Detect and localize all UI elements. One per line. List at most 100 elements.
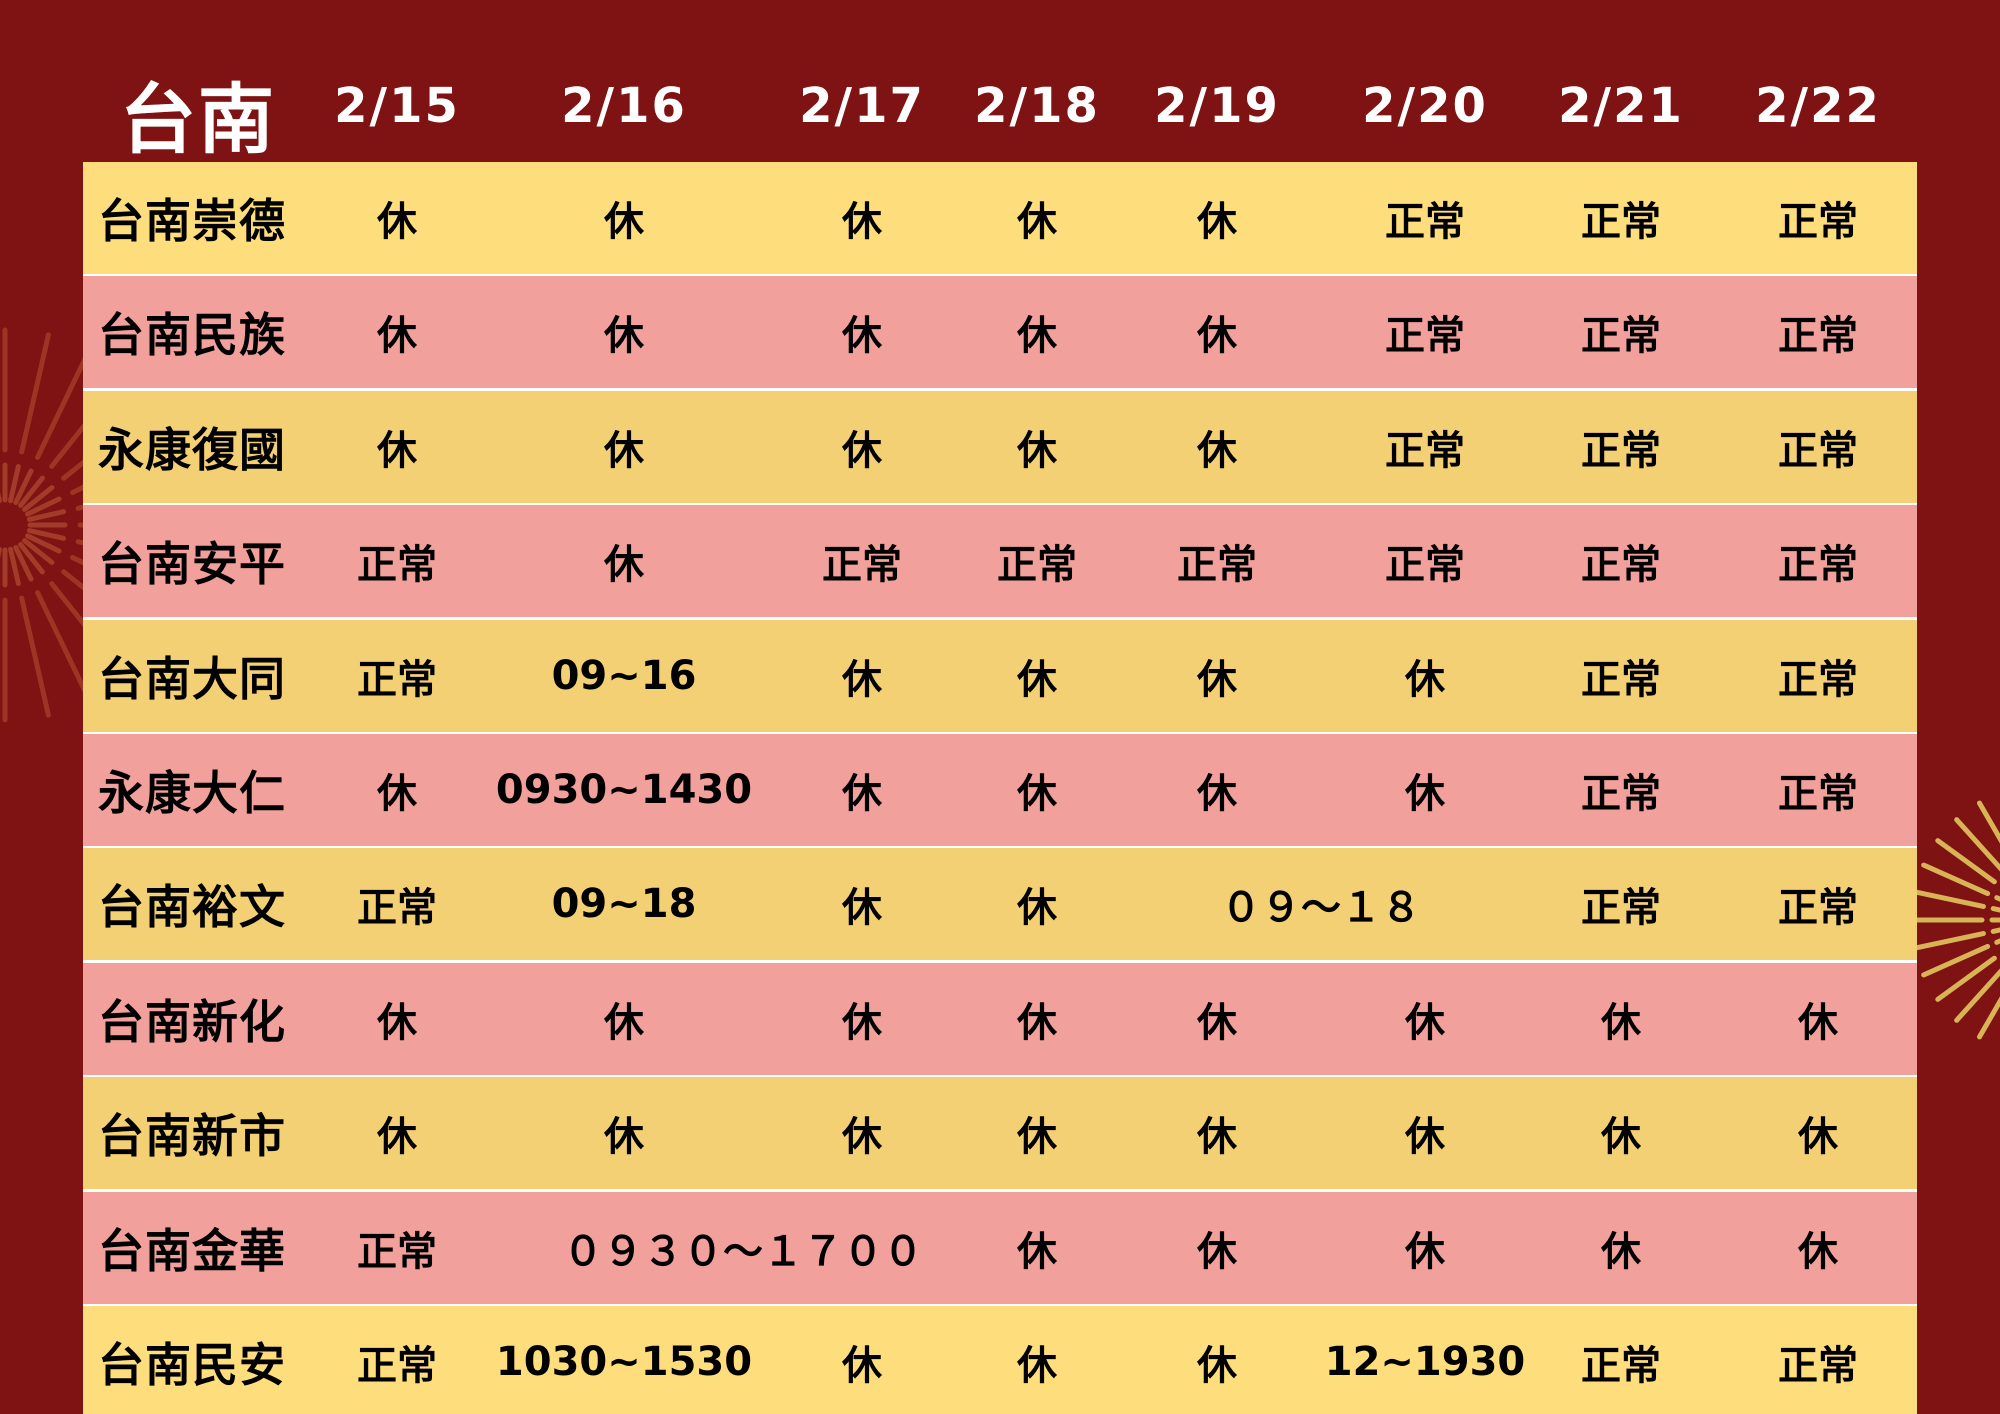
date-header: 2/19 xyxy=(1154,78,1280,134)
hours-cell: 12~1930 xyxy=(1324,1339,1526,1385)
hours-cell: 休 xyxy=(1017,199,1057,245)
hours-cell: 正常 xyxy=(357,1228,437,1275)
firework-ray xyxy=(26,528,66,541)
hours-cell: 正常 xyxy=(1581,1343,1661,1389)
table-row: 台南金華 正常 ０９３０～１７００ 休 休 休 休 休 xyxy=(83,1191,1917,1304)
store-name: 台南金華 xyxy=(98,1223,286,1278)
firework-ray xyxy=(61,569,90,596)
store-name: 永康大仁 xyxy=(98,766,286,820)
hours-cell: 正常 xyxy=(1581,199,1661,245)
hours-cell: 正常 xyxy=(1385,542,1465,589)
store-name: 台南新市 xyxy=(98,1109,286,1164)
date-header: 2/16 xyxy=(561,78,687,134)
store-name: 台南裕文 xyxy=(98,880,286,935)
store-name: 永康復國 xyxy=(98,422,286,477)
hours-cell: 休 xyxy=(604,1114,644,1161)
hours-cell: 休 xyxy=(1017,999,1057,1046)
hours-cell: 正常 xyxy=(1778,199,1858,245)
hours-cell: 休 xyxy=(1017,1228,1057,1275)
table-row: 台南崇德 休 休 休 休 休 正常 正常 正常 xyxy=(83,162,1917,274)
hours-cell: 休 xyxy=(1197,999,1237,1046)
hours-cell: 休 xyxy=(1798,999,1838,1046)
date-header: 2/18 xyxy=(974,78,1100,134)
date-header: 2/15 xyxy=(334,78,460,134)
hours-cell: 正常 xyxy=(1778,313,1858,360)
firework-ray xyxy=(13,545,34,582)
table-row: 台南大同 正常 09~16 休 休 休 休 正常 正常 xyxy=(83,619,1917,732)
hours-cell: 休 xyxy=(1017,313,1057,360)
firework-ray xyxy=(35,590,90,704)
hours-cell: 休 xyxy=(1017,885,1057,932)
store-name: 台南崇德 xyxy=(98,194,286,248)
hours-cell: 休 xyxy=(842,313,882,360)
hours-cell: 休 xyxy=(1798,1228,1838,1275)
hours-cell: 休 xyxy=(604,199,644,245)
firework-ray xyxy=(1935,955,1997,1002)
firework-ray xyxy=(1921,862,1991,897)
firework-ray xyxy=(18,542,45,575)
table-row: 永康大仁 休 0930~1430 休 休 休 休 正常 正常 xyxy=(83,734,1917,846)
hours-cell: 休 xyxy=(842,427,882,474)
hours-cell: 0930~1430 xyxy=(495,767,753,813)
hours-cell: 休 xyxy=(377,199,417,245)
firework-ray xyxy=(22,538,55,565)
hours-cell: 休 xyxy=(377,313,417,360)
hours-cell: 正常 xyxy=(357,656,437,703)
firework-left-decoration xyxy=(0,327,90,723)
hours-cell: 休 xyxy=(1017,771,1057,817)
hours-cell: 休 xyxy=(1197,1114,1237,1161)
hours-cell: 休 xyxy=(842,656,882,703)
hours-cell: 休 xyxy=(1197,1228,1237,1275)
hours-cell: 正常 xyxy=(357,542,437,589)
hours-cell: 休 xyxy=(842,1114,882,1161)
date-header: 2/17 xyxy=(799,78,925,134)
store-name: 台南大同 xyxy=(98,651,286,706)
hours-cell: 休 xyxy=(842,771,882,817)
page-title: 台南 xyxy=(120,75,276,164)
hours-cell: 正常 xyxy=(1581,427,1661,474)
hours-cell: 休 xyxy=(1197,771,1237,817)
hours-cell: 正常 xyxy=(1778,885,1858,932)
hours-cell: 休 xyxy=(1197,427,1237,474)
hours-cell: 休 xyxy=(842,999,882,1046)
hours-cell: 休 xyxy=(1601,1114,1641,1161)
hours-cell: 正常 xyxy=(1581,313,1661,360)
hours-cell: 正常 xyxy=(1385,427,1465,474)
table-row: 台南民安 正常 1030~1530 休 休 休 12~1930 正常 正常 xyxy=(83,1306,1917,1414)
hours-cell: 09~18 xyxy=(551,881,697,928)
hours-cell: 09~16 xyxy=(551,652,697,699)
firework-ray xyxy=(25,533,62,554)
hours-cell: 休 xyxy=(842,885,882,932)
hours-cell: 正常 xyxy=(1778,427,1858,474)
hours-cell: 休 xyxy=(1017,1343,1057,1389)
hours-cell: 休 xyxy=(1197,656,1237,703)
hours-cell: 1030~1530 xyxy=(495,1339,753,1385)
hours-cell: 休 xyxy=(842,199,882,245)
table-row: 台南安平 正常 休 正常 正常 正常 正常 正常 正常 xyxy=(83,505,1917,618)
hours-cell: 休 xyxy=(1405,1228,1445,1275)
date-header: 2/20 xyxy=(1362,78,1488,134)
hours-cell: 休 xyxy=(1405,999,1445,1046)
hours-cell: 休 xyxy=(377,1114,417,1161)
hours-cell: 正常 xyxy=(822,542,902,589)
hours-cell: 正常 xyxy=(1581,542,1661,589)
hours-cell: 休 xyxy=(1601,999,1641,1046)
firework-ray xyxy=(19,595,51,718)
firework-ray xyxy=(26,509,66,522)
date-header: 2/21 xyxy=(1558,78,1684,134)
hours-cell: 正常 xyxy=(997,542,1077,589)
date-header: 2/22 xyxy=(1755,78,1881,134)
firework-ray xyxy=(19,332,51,455)
hours-cell: 休 xyxy=(604,427,644,474)
hours-cell: 休 xyxy=(1197,1343,1237,1389)
firework-ray xyxy=(61,454,90,481)
hours-cell: 休 xyxy=(1017,656,1057,703)
firework-ray xyxy=(1954,817,2000,872)
firework-ray xyxy=(35,346,90,460)
firework-ray xyxy=(1921,943,1991,978)
store-name: 台南安平 xyxy=(98,537,286,592)
firework-ray xyxy=(1935,838,1997,885)
firework-ray xyxy=(1990,906,2000,913)
hours-cell: 休 xyxy=(842,1343,882,1389)
store-name: 台南民族 xyxy=(98,308,286,363)
